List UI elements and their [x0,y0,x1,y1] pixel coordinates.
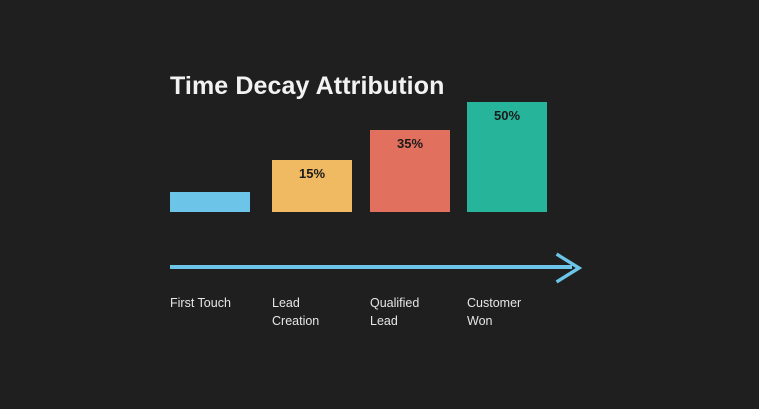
stage-label-line: Customer [467,296,522,310]
bar-chart: 15% 35% 50% [170,102,590,340]
stage-label-line: Lead [272,296,300,310]
page-title: Time Decay Attribution [170,72,445,100]
stage-label-line: Won [467,314,493,329]
stage-label-line: Creation [272,314,320,329]
stage-label-lead-creation: Lead Creation [272,294,364,330]
bar-value-label: 50% [493,108,521,123]
bar-qualified-lead[interactable]: 35% [370,130,450,212]
arrow-right-icon [555,252,583,284]
timeline-axis-line [170,265,572,269]
bar-customer-won[interactable]: 50% [467,102,547,212]
stage-label-line: Lead [370,314,398,329]
bar-value-label: 15% [298,166,326,181]
bar-lead-creation[interactable]: 15% [272,160,352,212]
stage-label-customer-won: Customer Won [467,294,559,330]
stage-label-first-touch: First Touch [170,294,262,312]
stage-label-qualified-lead: Qualified Lead [370,294,462,330]
stage-label-line: Qualified [370,296,420,310]
stage-label-line: First Touch [170,296,231,310]
bar-value-label: 35% [396,136,424,151]
bar-first-touch[interactable] [170,192,250,212]
